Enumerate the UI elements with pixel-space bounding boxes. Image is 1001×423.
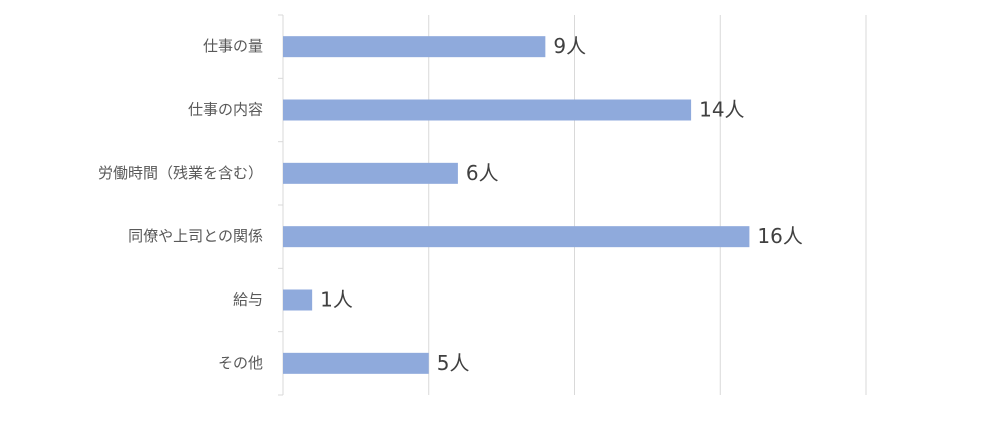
y-tick-label: 給与 [233,291,263,309]
y-tick-label: その他 [218,354,263,372]
bar [283,162,458,184]
bar [283,352,429,374]
data-label: 16人 [757,224,802,248]
bar [283,36,546,58]
bar [283,226,750,248]
bar [283,289,313,311]
data-label: 1人 [320,288,353,312]
y-tick-label: 同僚や上司との関係 [128,227,263,245]
y-tick-label: 仕事の量 [203,37,263,55]
y-tick-label: 労働時間（残業を含む） [98,164,263,182]
y-tick-label: 仕事の内容 [188,101,263,119]
data-label: 9人 [553,34,586,58]
data-label: 6人 [466,161,499,185]
bar [283,99,692,121]
data-label: 5人 [437,351,470,375]
data-label: 14人 [699,98,744,122]
